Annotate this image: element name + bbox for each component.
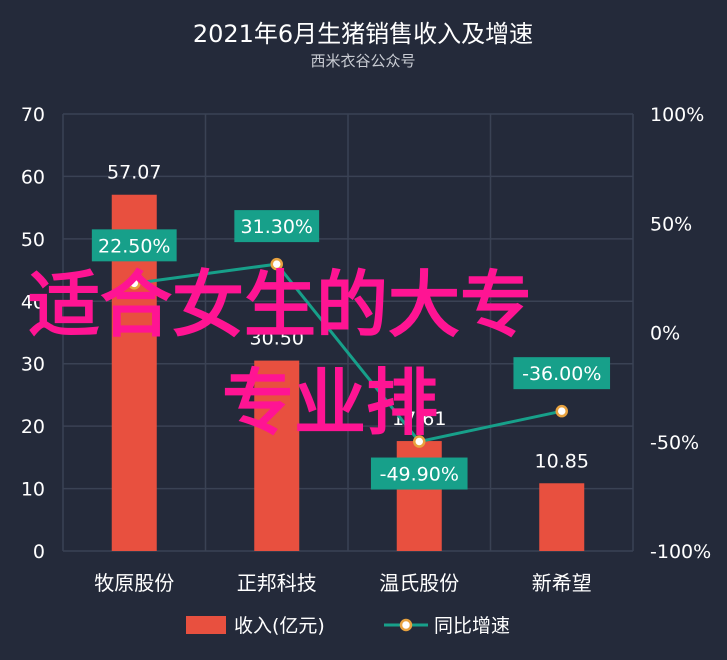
line-label-box: [234, 210, 320, 243]
x-category-label: 牧原股份: [94, 571, 174, 595]
y-left-tick-label: 30: [21, 354, 45, 376]
series-line: [134, 262, 563, 444]
line-data-label: -36.00%: [522, 363, 601, 385]
line-point: [128, 277, 141, 290]
y-left-tick-label: 0: [33, 541, 45, 563]
line-point: [270, 257, 283, 271]
y-right-tick-label: -50%: [650, 432, 699, 454]
line-point: [413, 435, 426, 448]
line-layer: 22.50% 31.30% -49.90% -36.00%: [91, 210, 611, 490]
y-left-tick-label: 20: [21, 416, 45, 438]
y-left-tick-label: 40: [21, 291, 45, 313]
y-right-tick-label: 50%: [650, 213, 692, 235]
y-right-tick-label: -100%: [650, 541, 711, 563]
chart-title: 2021年6月生猪销售收入及增速: [193, 20, 533, 48]
legend-swatch-bar: [186, 616, 226, 634]
line-data-label: 22.50%: [98, 235, 170, 257]
bar: [539, 483, 585, 551]
line-data-label: 31.30%: [241, 216, 313, 238]
legend-swatch-point: [399, 618, 413, 632]
overlay-text-line2: 专业排: [222, 361, 438, 445]
y-right-tick-label: 0%: [650, 323, 680, 345]
x-category-label: 新希望: [532, 571, 592, 595]
x-category-label: 正邦科技: [237, 571, 317, 595]
y-left-tick-label: 10: [21, 479, 45, 501]
x-category-label: 温氏股份: [379, 571, 459, 595]
line-data-label: -49.90%: [380, 464, 459, 486]
line-label-box: [370, 457, 468, 490]
legend-label-bar: 收入(亿元): [234, 615, 325, 637]
line-point: [555, 404, 568, 418]
tick-layer: 0 10 20 30 40 50 60 70 -100% -50% 0% 50% 100% 牧原股份 正邦科…: [21, 104, 711, 595]
y-right-tick-label: 100%: [650, 104, 704, 126]
overlay-watermark: 适合女生的大专 专业排: [28, 263, 532, 445]
bar-data-label: 30.50: [250, 328, 304, 350]
y-left-tick-label: 60: [21, 166, 45, 188]
y-left-tick-label: 50: [21, 229, 45, 251]
legend: 收入(亿元) 同比增速: [186, 615, 510, 637]
line-label-box: [91, 229, 177, 262]
chart-subtitle: 西米衣谷公众号: [310, 52, 415, 70]
line-label-box: [513, 357, 611, 390]
legend-label-line: 同比增速: [434, 615, 510, 637]
y-left-tick-label: 70: [21, 104, 45, 126]
bar: [254, 360, 300, 551]
bar-data-label: 57.07: [107, 162, 161, 184]
bar-data-label: 10.85: [535, 450, 589, 472]
overlay-text-line1: 适合女生的大专: [28, 263, 532, 347]
